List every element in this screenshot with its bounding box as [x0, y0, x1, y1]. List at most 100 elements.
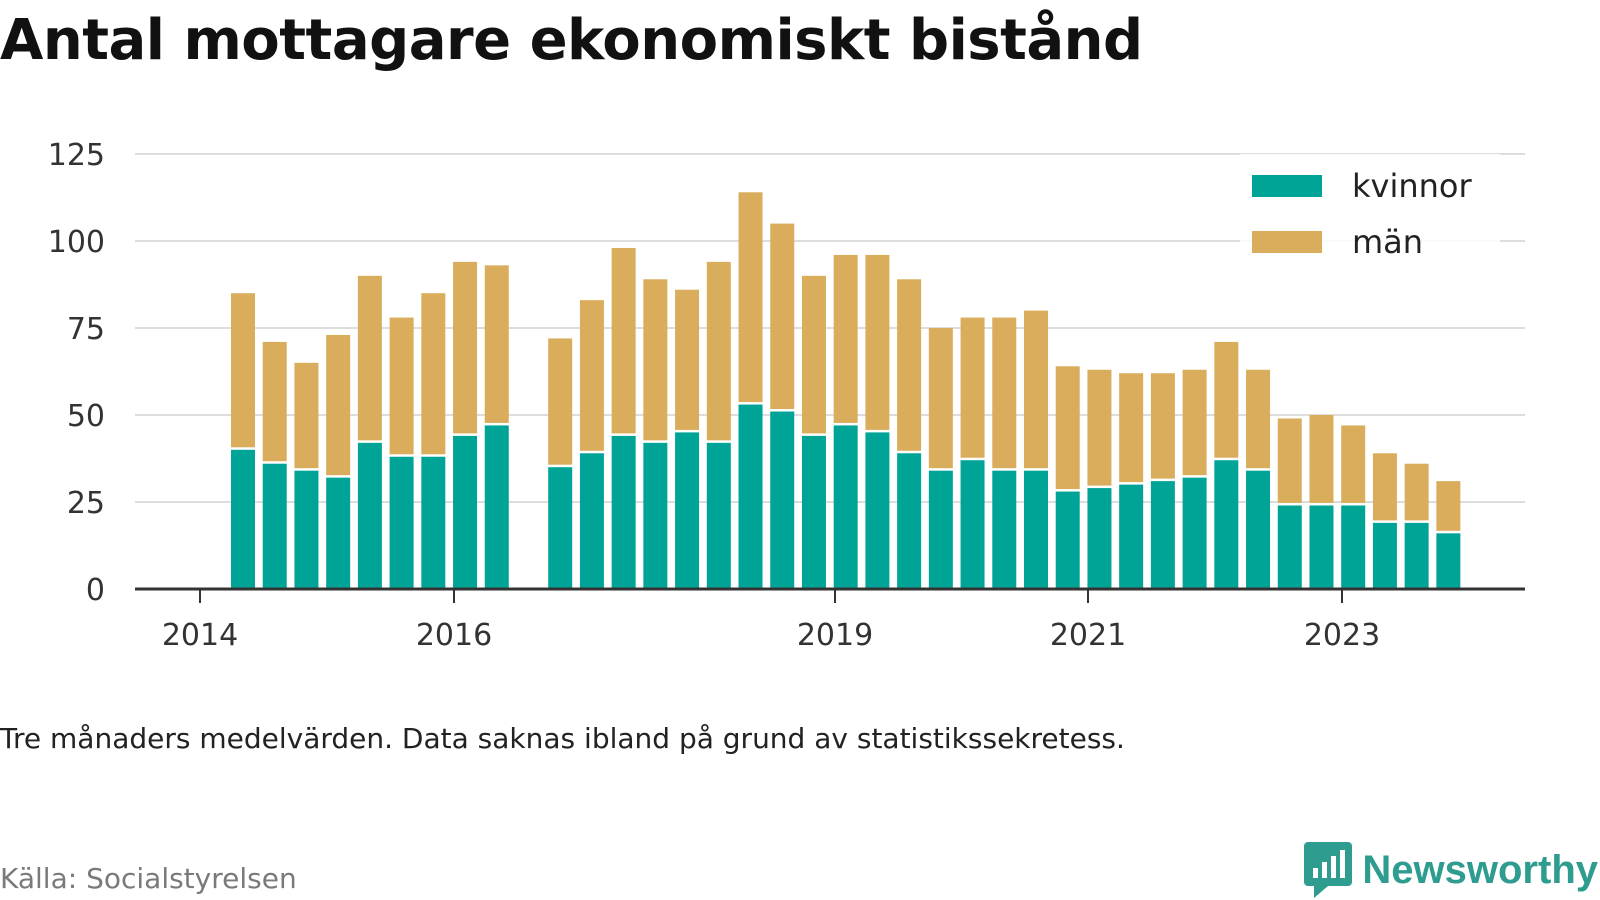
x-tick-label: 2016 [416, 618, 492, 653]
bar-man [801, 275, 826, 434]
bar-man [453, 261, 478, 434]
bar-man [1214, 341, 1239, 458]
bar-man [643, 279, 668, 441]
bar-man [706, 261, 731, 441]
bar-man [960, 317, 985, 458]
bar-kvinnor [1309, 505, 1334, 589]
bar-kvinnor [1214, 460, 1239, 589]
bar-kvinnor [1277, 505, 1302, 589]
bar-man [1055, 366, 1080, 490]
bar-kvinnor [643, 442, 668, 589]
bar-kvinnor [357, 442, 382, 589]
bar-man [357, 275, 382, 441]
bar-man [421, 293, 446, 455]
brand-logo: Newsworthy [1304, 842, 1598, 898]
bar-man [484, 265, 509, 423]
bar-man [1024, 310, 1048, 469]
x-tick-label: 2023 [1304, 618, 1380, 653]
bar-kvinnor [960, 460, 985, 589]
bar-kvinnor [548, 467, 573, 589]
y-tick-label: 125 [48, 138, 105, 173]
bar-kvinnor [611, 435, 636, 589]
chart-title: Antal mottagare ekonomiskt bistånd [0, 8, 1143, 73]
bar-man [1341, 425, 1366, 503]
legend-swatch [1252, 175, 1322, 197]
bar-man [1277, 418, 1302, 503]
bar-man [548, 338, 573, 465]
bar-man [1309, 415, 1334, 503]
bar-kvinnor [1024, 470, 1048, 589]
bar-kvinnor [1150, 481, 1175, 589]
bar-man [1436, 481, 1461, 531]
legend-label: kvinnor [1352, 167, 1473, 205]
bar-kvinnor [770, 411, 795, 589]
bar-man [1119, 373, 1144, 483]
bar-man [1150, 373, 1175, 479]
legend: kvinnor män [1240, 154, 1500, 266]
x-tick-label: 2014 [162, 618, 238, 653]
bar-kvinnor [1182, 477, 1207, 589]
y-tick-label: 75 [67, 312, 105, 347]
bar-man [992, 317, 1017, 469]
bar-man [389, 317, 414, 455]
y-axis-labels: 0 25 50 75 100 125 [48, 138, 105, 608]
bar-kvinnor [865, 432, 890, 589]
y-tick-label: 0 [86, 573, 105, 608]
bar-kvinnor [833, 425, 858, 589]
bar-kvinnor [421, 456, 446, 589]
y-tick-label: 50 [67, 399, 105, 434]
bar-kvinnor [1246, 470, 1271, 589]
bar-man [294, 362, 319, 469]
bar-kvinnor [928, 470, 953, 589]
bar-man [579, 300, 604, 451]
y-tick-label: 100 [48, 225, 105, 260]
legend-label: män [1352, 223, 1423, 261]
brand-name: Newsworthy [1362, 847, 1598, 892]
bar-man [262, 341, 287, 462]
bar-kvinnor [231, 449, 255, 589]
bar-man [611, 247, 636, 434]
bar-kvinnor [1087, 488, 1112, 589]
bar-kvinnor [992, 470, 1017, 589]
bar-kvinnor [897, 453, 922, 589]
x-tick-label: 2019 [797, 618, 873, 653]
bar-kvinnor [738, 404, 763, 589]
x-tick-label: 2021 [1050, 618, 1126, 653]
stacked-bar-chart: 0 25 50 75 100 125 2014 2016 2019 2021 2023 kvinn… [48, 138, 1525, 653]
bar-man [231, 293, 255, 448]
bar-man [833, 254, 858, 423]
bar-man [928, 328, 953, 469]
bar-kvinnor [1055, 491, 1080, 589]
bars [231, 192, 1461, 589]
bar-man [675, 289, 700, 430]
bar-kvinnor [326, 477, 351, 589]
bar-man [865, 254, 890, 430]
bar-man [770, 223, 795, 410]
bar-kvinnor [484, 425, 509, 589]
bar-kvinnor [579, 453, 604, 589]
bar-kvinnor [389, 456, 414, 589]
bar-man [1087, 369, 1112, 486]
bar-kvinnor [1372, 522, 1397, 589]
bar-kvinnor [1119, 484, 1144, 589]
chart-note: Tre månaders medelvärden. Data saknas ib… [0, 722, 1125, 755]
bar-kvinnor [675, 432, 700, 589]
bar-kvinnor [1404, 522, 1429, 589]
bar-man [326, 334, 351, 476]
bar-man [1372, 453, 1397, 521]
bar-man [897, 279, 922, 451]
bar-kvinnor [1436, 533, 1461, 589]
y-tick-label: 25 [67, 486, 105, 521]
bar-man [1404, 463, 1429, 521]
bar-kvinnor [706, 442, 731, 589]
bar-kvinnor [801, 435, 826, 589]
newsworthy-logo-icon [1304, 842, 1353, 898]
source-text: Källa: Socialstyrelsen [0, 862, 297, 895]
bar-man [1246, 369, 1271, 469]
bar-man [738, 192, 763, 403]
bar-man [1182, 369, 1207, 476]
x-axis: 2014 2016 2019 2021 2023 [135, 587, 1525, 653]
bar-kvinnor [453, 435, 478, 589]
bar-kvinnor [1341, 505, 1366, 589]
bar-kvinnor [262, 463, 287, 589]
